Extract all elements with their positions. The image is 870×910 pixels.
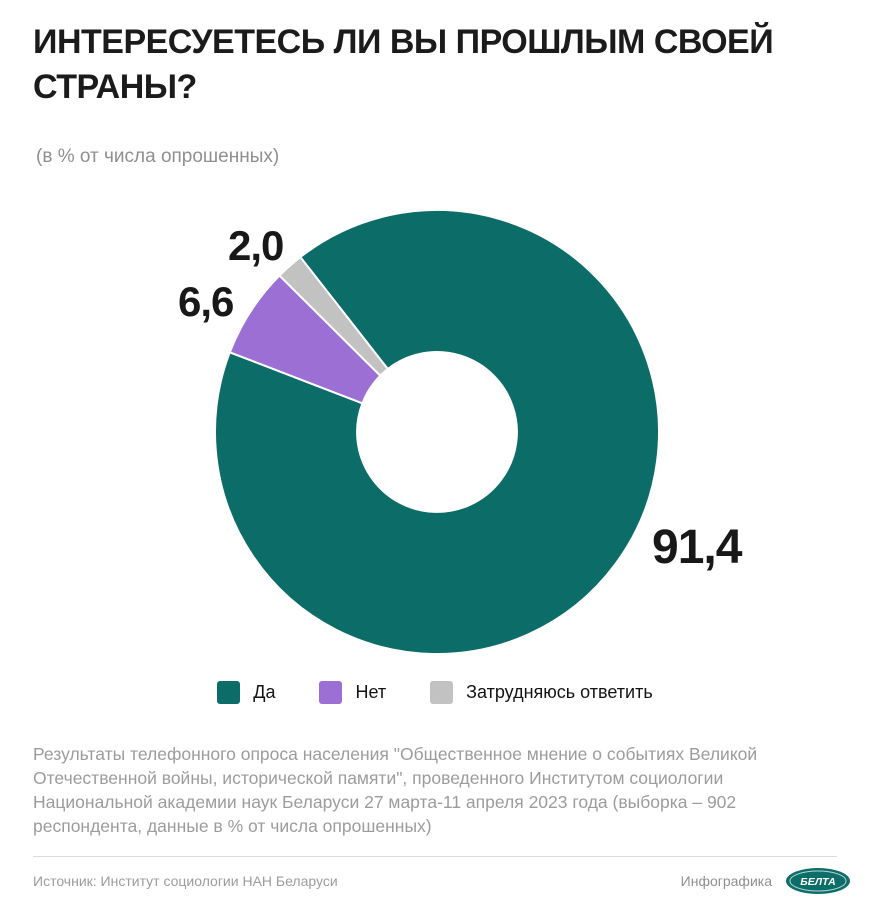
belta-logo-text: БЕЛТА [800,876,835,888]
data-label-no: 6,6 [178,278,234,325]
chart-legend: Да Нет Затрудняюсь ответить [0,681,870,704]
belta-logo: БЕЛТА [786,868,850,894]
footer-divider [33,856,837,857]
legend-label-yes: Да [253,682,276,702]
donut-slice-2 [278,256,389,377]
source-row: Источник: Институт социологии НАН Белару… [33,864,852,898]
legend-label-no: Нет [355,682,387,702]
infographic-credit: Инфографика [680,873,772,889]
legend-swatch-undecided [430,681,454,704]
source-label: Источник: Институт социологии НАН Белару… [33,873,338,889]
survey-methodology-note: Результаты телефонного опроса населения … [33,744,758,836]
donut-svg [214,209,660,655]
donut-chart: 91,4 6,6 2,0 [0,180,870,680]
legend-item-no: Нет [319,681,386,704]
page-title: ИНТЕРЕСУЕТЕСЬ ЛИ ВЫ ПРОШЛЫМ СВОЕЙ СТРАНЫ… [33,23,774,106]
chart-subtitle: (в % от числа опрошенных) [36,146,280,167]
credit-wrap: Инфографика БЕЛТА [681,866,852,896]
legend-swatch-yes [217,681,241,704]
data-label-undecided: 2,0 [228,222,284,269]
legend-swatch-no [319,681,343,704]
legend-item-yes: Да [217,681,275,704]
legend-item-undecided: Затрудняюсь ответить [430,681,653,704]
donut-slice-0 [214,209,660,655]
legend-label-undecided: Затрудняюсь ответить [466,682,653,702]
data-label-yes: 91,4 [652,521,742,574]
